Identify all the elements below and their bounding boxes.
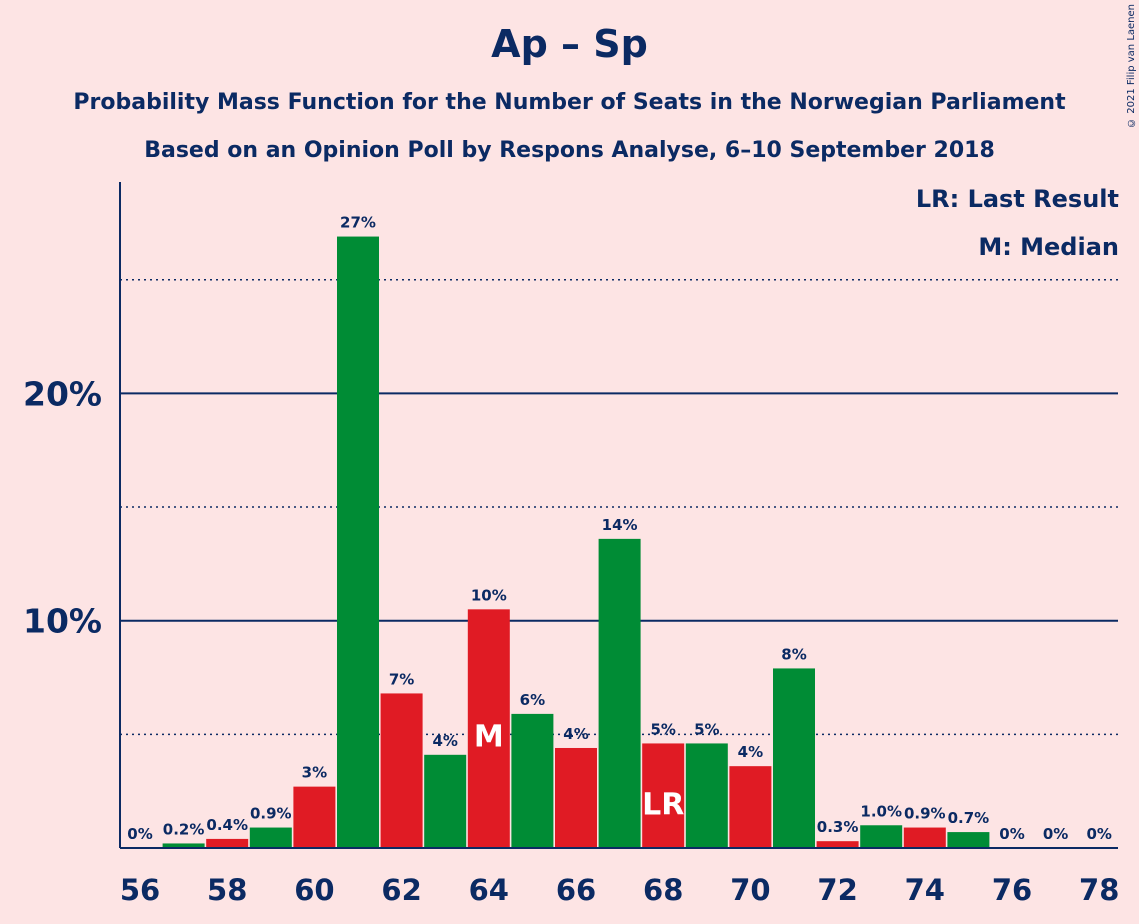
bar-value-label: 14% bbox=[602, 516, 638, 534]
x-tick-label: 58 bbox=[207, 873, 247, 907]
bar-value-label: 0.9% bbox=[904, 805, 946, 823]
x-tick-label: 66 bbox=[556, 873, 596, 907]
legend-last-result: LR: Last Result bbox=[915, 185, 1119, 213]
x-tick-label: 72 bbox=[817, 873, 857, 907]
x-tick-label: 60 bbox=[294, 873, 334, 907]
chart-subtitle: Probability Mass Function for the Number… bbox=[73, 90, 1066, 115]
bar-value-label: 0% bbox=[127, 825, 152, 843]
bar-value-label: 0.3% bbox=[817, 818, 859, 836]
bar-value-label: 0% bbox=[999, 825, 1024, 843]
y-tick-label: 20% bbox=[23, 374, 102, 413]
bar-value-label: 0.2% bbox=[163, 820, 205, 838]
x-tick-label: 78 bbox=[1079, 873, 1119, 907]
bar bbox=[903, 827, 946, 848]
bar bbox=[598, 538, 641, 848]
bar bbox=[424, 754, 467, 848]
bar-value-label: 7% bbox=[389, 670, 414, 688]
bar bbox=[685, 743, 728, 848]
bar bbox=[206, 838, 249, 848]
bar bbox=[380, 693, 423, 848]
x-tick-label: 62 bbox=[381, 873, 421, 907]
bar bbox=[467, 609, 510, 848]
bar-value-label: 0.9% bbox=[250, 805, 292, 823]
x-tick-label: 64 bbox=[469, 873, 509, 907]
bar bbox=[293, 786, 336, 848]
x-tick-label: 68 bbox=[643, 873, 683, 907]
bar bbox=[511, 713, 554, 848]
bar-value-label: 0.4% bbox=[206, 816, 248, 834]
bar bbox=[555, 747, 597, 848]
bar-value-label: 10% bbox=[471, 586, 507, 604]
bar bbox=[642, 743, 685, 848]
bar-value-label: 5% bbox=[650, 720, 675, 738]
chart-title: Ap – Sp bbox=[491, 22, 648, 66]
bar-value-label: 6% bbox=[520, 691, 545, 709]
bar-value-label: 8% bbox=[781, 645, 806, 663]
bar-value-label: 4% bbox=[738, 743, 763, 761]
x-tick-label: 76 bbox=[992, 873, 1032, 907]
x-tick-label: 70 bbox=[730, 873, 770, 907]
bar bbox=[729, 766, 772, 848]
last-result-marker: LR bbox=[642, 788, 684, 823]
bar-value-label: 0% bbox=[1043, 825, 1068, 843]
bar-value-label: 4% bbox=[432, 732, 457, 750]
bar-value-label: 27% bbox=[340, 214, 376, 232]
median-marker: M bbox=[474, 719, 504, 754]
bar-value-label: 0.7% bbox=[948, 809, 990, 827]
x-tick-label: 74 bbox=[905, 873, 945, 907]
bar bbox=[816, 841, 859, 848]
bar bbox=[947, 832, 990, 848]
bar-value-label: 4% bbox=[563, 725, 588, 743]
bar bbox=[337, 236, 379, 848]
bar-value-label: 1.0% bbox=[860, 802, 902, 820]
bar-value-label: 3% bbox=[302, 764, 327, 782]
bar bbox=[773, 668, 815, 848]
y-tick-label: 10% bbox=[23, 602, 102, 641]
bar-value-label: 5% bbox=[694, 720, 719, 738]
bar bbox=[860, 825, 903, 848]
chart-subtitle-poll: Based on an Opinion Poll by Respons Anal… bbox=[144, 138, 995, 163]
bar-value-label: 0% bbox=[1086, 825, 1111, 843]
legend-median: M: Median bbox=[978, 233, 1119, 261]
x-tick-label: 56 bbox=[120, 873, 160, 907]
bar bbox=[162, 843, 205, 848]
bar bbox=[249, 827, 292, 848]
